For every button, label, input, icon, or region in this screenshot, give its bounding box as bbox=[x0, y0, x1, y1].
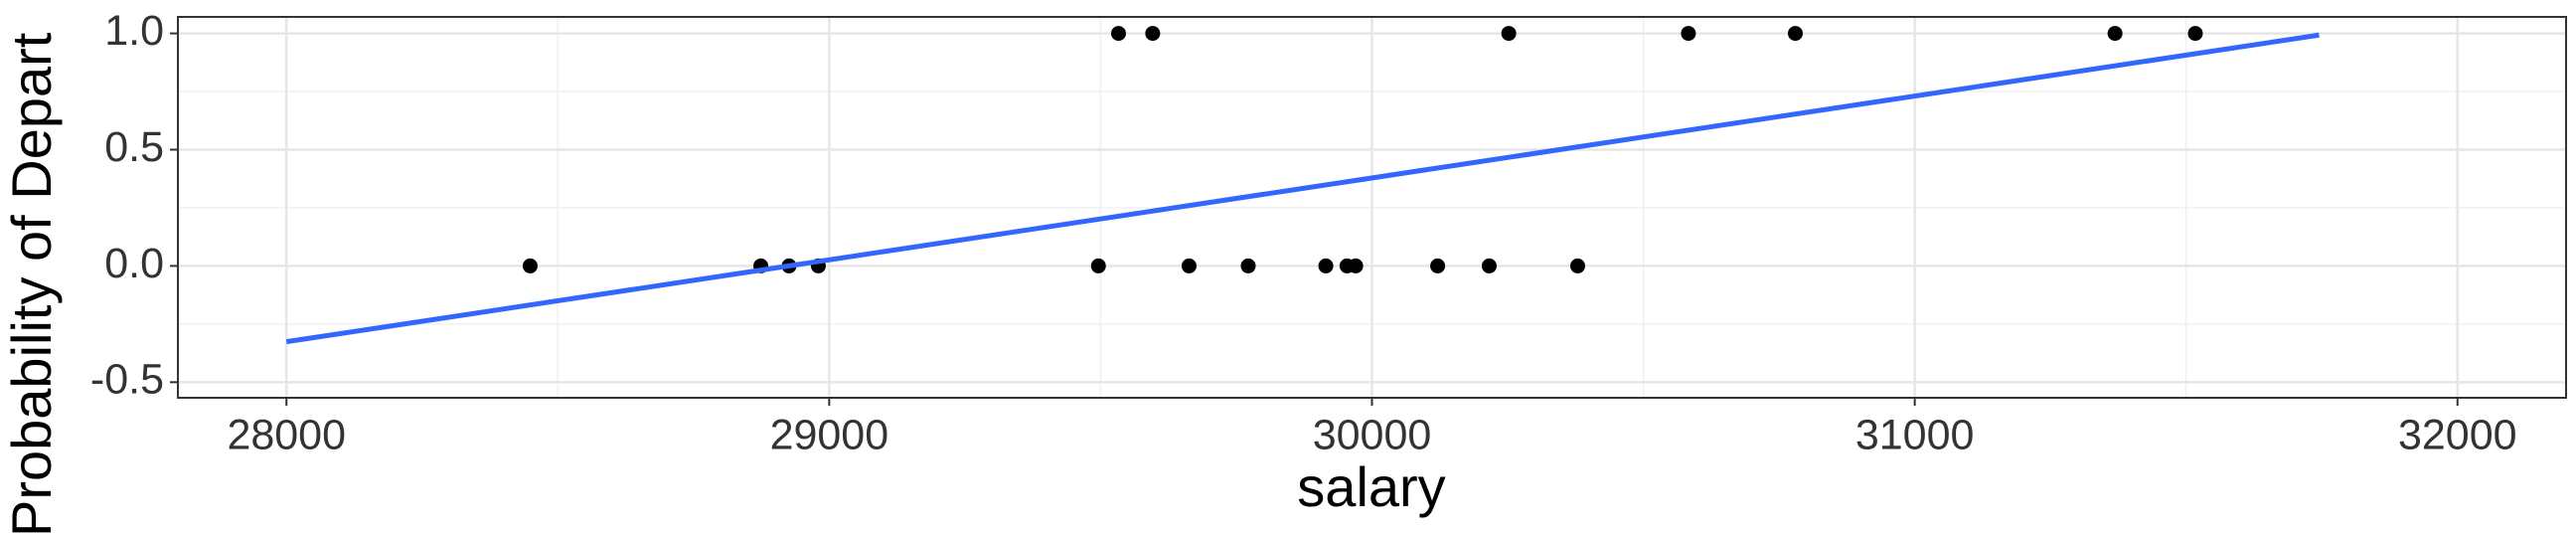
y-axis-title: Probability of Depart bbox=[0, 32, 63, 537]
plot-border bbox=[177, 16, 2567, 399]
x-tick-label: 31000 bbox=[1855, 411, 1975, 458]
x-axis-title: salary bbox=[1297, 455, 1445, 518]
x-tick-label: 28000 bbox=[227, 411, 346, 458]
point bbox=[1569, 258, 1585, 273]
y-tick-label: -0.5 bbox=[90, 356, 164, 404]
point bbox=[1501, 26, 1517, 42]
point bbox=[1240, 258, 1256, 273]
point bbox=[522, 258, 538, 273]
point bbox=[1681, 26, 1696, 42]
point bbox=[2187, 26, 2203, 42]
point bbox=[1090, 258, 1106, 273]
point bbox=[1430, 258, 1446, 273]
x-tick-label: 32000 bbox=[2398, 411, 2517, 458]
point bbox=[1181, 258, 1197, 273]
point bbox=[1481, 258, 1497, 273]
point bbox=[1110, 26, 1126, 42]
point bbox=[1145, 26, 1161, 42]
point bbox=[1348, 258, 1364, 273]
y-tick-label: 0.0 bbox=[104, 240, 164, 287]
y-tick-label: 1.0 bbox=[104, 7, 164, 55]
point bbox=[1318, 258, 1334, 273]
fit-line bbox=[285, 32, 2320, 345]
point bbox=[1787, 26, 1803, 42]
x-tick-label: 29000 bbox=[770, 411, 889, 458]
point bbox=[2107, 26, 2123, 42]
x-tick-label: 30000 bbox=[1313, 411, 1432, 458]
y-tick-label: 0.5 bbox=[104, 123, 164, 171]
